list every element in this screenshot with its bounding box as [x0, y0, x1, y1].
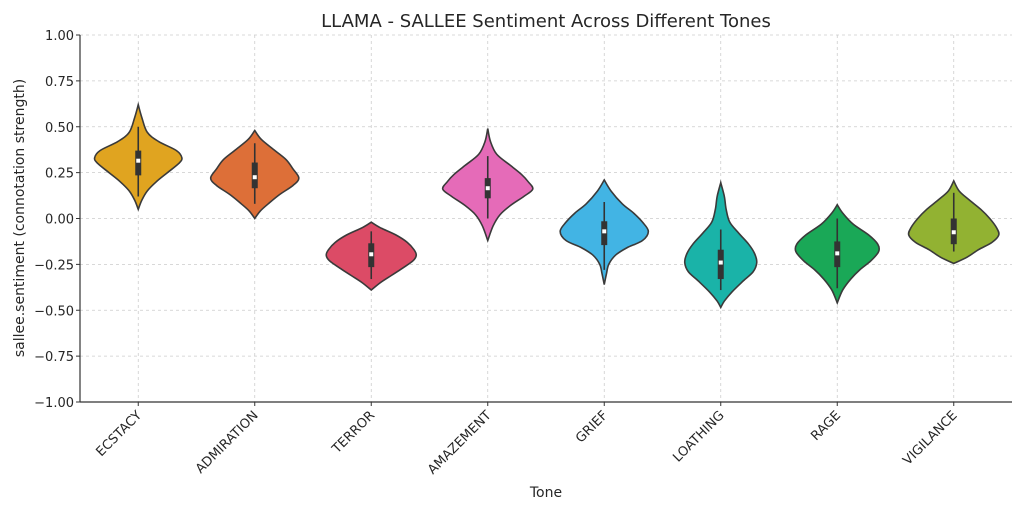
y-tick-label: 0.00 — [45, 213, 74, 228]
violin-amazement — [441, 128, 534, 243]
y-tick-label: −0.75 — [34, 350, 74, 365]
violin-ecstacy — [93, 101, 183, 212]
violin-grief — [559, 178, 650, 285]
violin-loathing — [683, 179, 758, 310]
violin-median-marker — [485, 186, 490, 191]
y-axis-label: sallee.sentiment (connotation strength) — [12, 79, 28, 357]
x-tick-label: VIGILANCE — [900, 408, 960, 468]
x-axis-label: Tone — [529, 485, 562, 501]
violin-median-marker — [602, 229, 607, 234]
violin-terror — [325, 221, 418, 292]
y-tick-label: 0.50 — [45, 121, 74, 136]
violin-median-marker — [835, 251, 840, 256]
y-tick-label: −1.00 — [34, 396, 74, 411]
violin-admiration — [209, 129, 300, 220]
chart-title: LLAMA - SALLEE Sentiment Across Differen… — [321, 11, 771, 32]
violin-median-marker — [252, 175, 257, 180]
x-tick-label: AMAZEMENT — [425, 408, 494, 477]
x-tick-label: LOATHING — [670, 408, 727, 465]
violin-vigilance — [907, 179, 1000, 265]
y-tick-label: 1.00 — [45, 29, 74, 44]
violins — [93, 101, 1000, 310]
violin-median-marker — [951, 230, 956, 235]
violin-median-marker — [369, 252, 374, 257]
x-tick-label: TERROR — [329, 408, 378, 457]
x-tick-label: GRIEF — [573, 408, 611, 446]
violin-median-marker — [718, 260, 723, 265]
violin-iqr-box — [135, 150, 142, 176]
y-tick-label: −0.50 — [34, 304, 74, 319]
x-tick-label: RAGE — [808, 408, 844, 444]
x-tick-label: ADMIRATION — [193, 408, 262, 477]
grid — [80, 34, 1012, 403]
y-tick-label: 0.75 — [45, 75, 74, 90]
y-tick-label: −0.25 — [34, 258, 74, 273]
violin-rage — [794, 203, 881, 305]
violin-median-marker — [136, 158, 141, 163]
y-tick-label: 0.25 — [45, 167, 74, 182]
x-tick-label: ECSTACY — [94, 408, 146, 460]
